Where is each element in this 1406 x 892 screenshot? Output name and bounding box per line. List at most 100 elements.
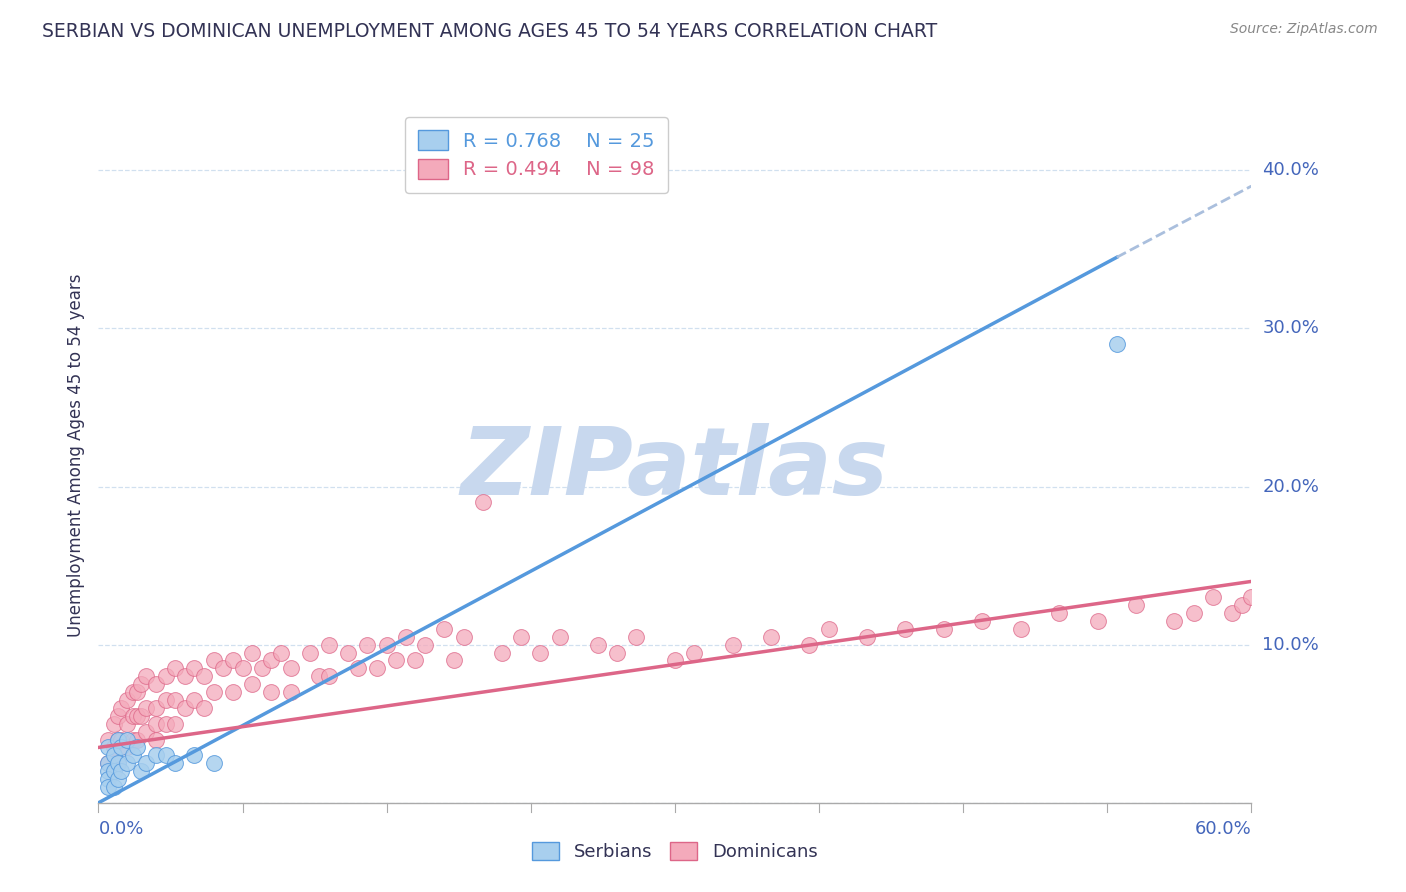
- Point: [97, 740, 120, 755]
- Point: [107, 772, 129, 786]
- Point: [395, 630, 418, 644]
- Point: [129, 677, 152, 691]
- Point: [97, 756, 120, 771]
- Point: [117, 732, 138, 747]
- Point: [110, 701, 132, 715]
- Point: [110, 740, 132, 755]
- Point: [856, 630, 879, 644]
- Point: [280, 661, 302, 675]
- Point: [107, 708, 129, 723]
- Point: [117, 693, 138, 707]
- Point: [122, 685, 145, 699]
- Text: ZIPatlas: ZIPatlas: [461, 423, 889, 515]
- Point: [103, 740, 125, 755]
- Point: [125, 732, 148, 747]
- Point: [308, 669, 330, 683]
- Point: [346, 661, 368, 675]
- Point: [1202, 591, 1225, 605]
- Point: [165, 716, 187, 731]
- Point: [1125, 598, 1147, 612]
- Point: [103, 748, 125, 763]
- Point: [413, 638, 436, 652]
- Point: [606, 646, 628, 660]
- Point: [155, 716, 177, 731]
- Point: [471, 495, 494, 509]
- Point: [1230, 598, 1253, 612]
- Text: Source: ZipAtlas.com: Source: ZipAtlas.com: [1230, 22, 1378, 37]
- Point: [683, 646, 706, 660]
- Point: [97, 780, 120, 794]
- Point: [135, 669, 157, 683]
- Point: [510, 630, 533, 644]
- Point: [117, 756, 138, 771]
- Point: [174, 669, 197, 683]
- Point: [894, 622, 917, 636]
- Point: [529, 646, 551, 660]
- Point: [1240, 591, 1263, 605]
- Point: [165, 693, 187, 707]
- Point: [222, 685, 245, 699]
- Point: [122, 708, 145, 723]
- Text: 0.0%: 0.0%: [98, 821, 143, 838]
- Point: [103, 716, 125, 731]
- Point: [212, 661, 235, 675]
- Point: [183, 661, 205, 675]
- Point: [318, 638, 340, 652]
- Point: [107, 756, 129, 771]
- Point: [202, 756, 225, 771]
- Point: [117, 740, 138, 755]
- Point: [110, 732, 132, 747]
- Point: [799, 638, 821, 652]
- Point: [110, 764, 132, 779]
- Text: 10.0%: 10.0%: [1263, 636, 1319, 654]
- Point: [443, 653, 465, 667]
- Point: [129, 708, 152, 723]
- Point: [145, 701, 167, 715]
- Point: [97, 772, 120, 786]
- Point: [129, 764, 152, 779]
- Point: [491, 646, 513, 660]
- Point: [135, 756, 157, 771]
- Point: [260, 653, 283, 667]
- Text: 30.0%: 30.0%: [1263, 319, 1319, 337]
- Point: [1047, 606, 1070, 620]
- Point: [240, 677, 263, 691]
- Point: [183, 748, 205, 763]
- Text: 60.0%: 60.0%: [1195, 821, 1251, 838]
- Point: [145, 748, 167, 763]
- Point: [240, 646, 263, 660]
- Point: [155, 748, 177, 763]
- Point: [433, 622, 456, 636]
- Point: [626, 630, 648, 644]
- Point: [1010, 622, 1032, 636]
- Point: [107, 732, 129, 747]
- Point: [107, 756, 129, 771]
- Point: [97, 732, 120, 747]
- Point: [97, 756, 120, 771]
- Point: [298, 646, 321, 660]
- Point: [122, 748, 145, 763]
- Point: [202, 685, 225, 699]
- Point: [193, 669, 215, 683]
- Point: [145, 732, 167, 747]
- Point: [222, 653, 245, 667]
- Point: [103, 780, 125, 794]
- Point: [1182, 606, 1205, 620]
- Legend: Serbians, Dominicans: Serbians, Dominicans: [523, 833, 827, 871]
- Point: [135, 724, 157, 739]
- Point: [174, 701, 197, 715]
- Point: [117, 716, 138, 731]
- Point: [260, 685, 283, 699]
- Point: [453, 630, 475, 644]
- Point: [1087, 614, 1109, 628]
- Point: [586, 638, 609, 652]
- Point: [1163, 614, 1185, 628]
- Point: [375, 638, 398, 652]
- Point: [405, 653, 427, 667]
- Point: [125, 708, 148, 723]
- Text: 20.0%: 20.0%: [1263, 477, 1319, 496]
- Point: [231, 661, 254, 675]
- Point: [107, 732, 129, 747]
- Point: [1220, 606, 1243, 620]
- Point: [97, 764, 120, 779]
